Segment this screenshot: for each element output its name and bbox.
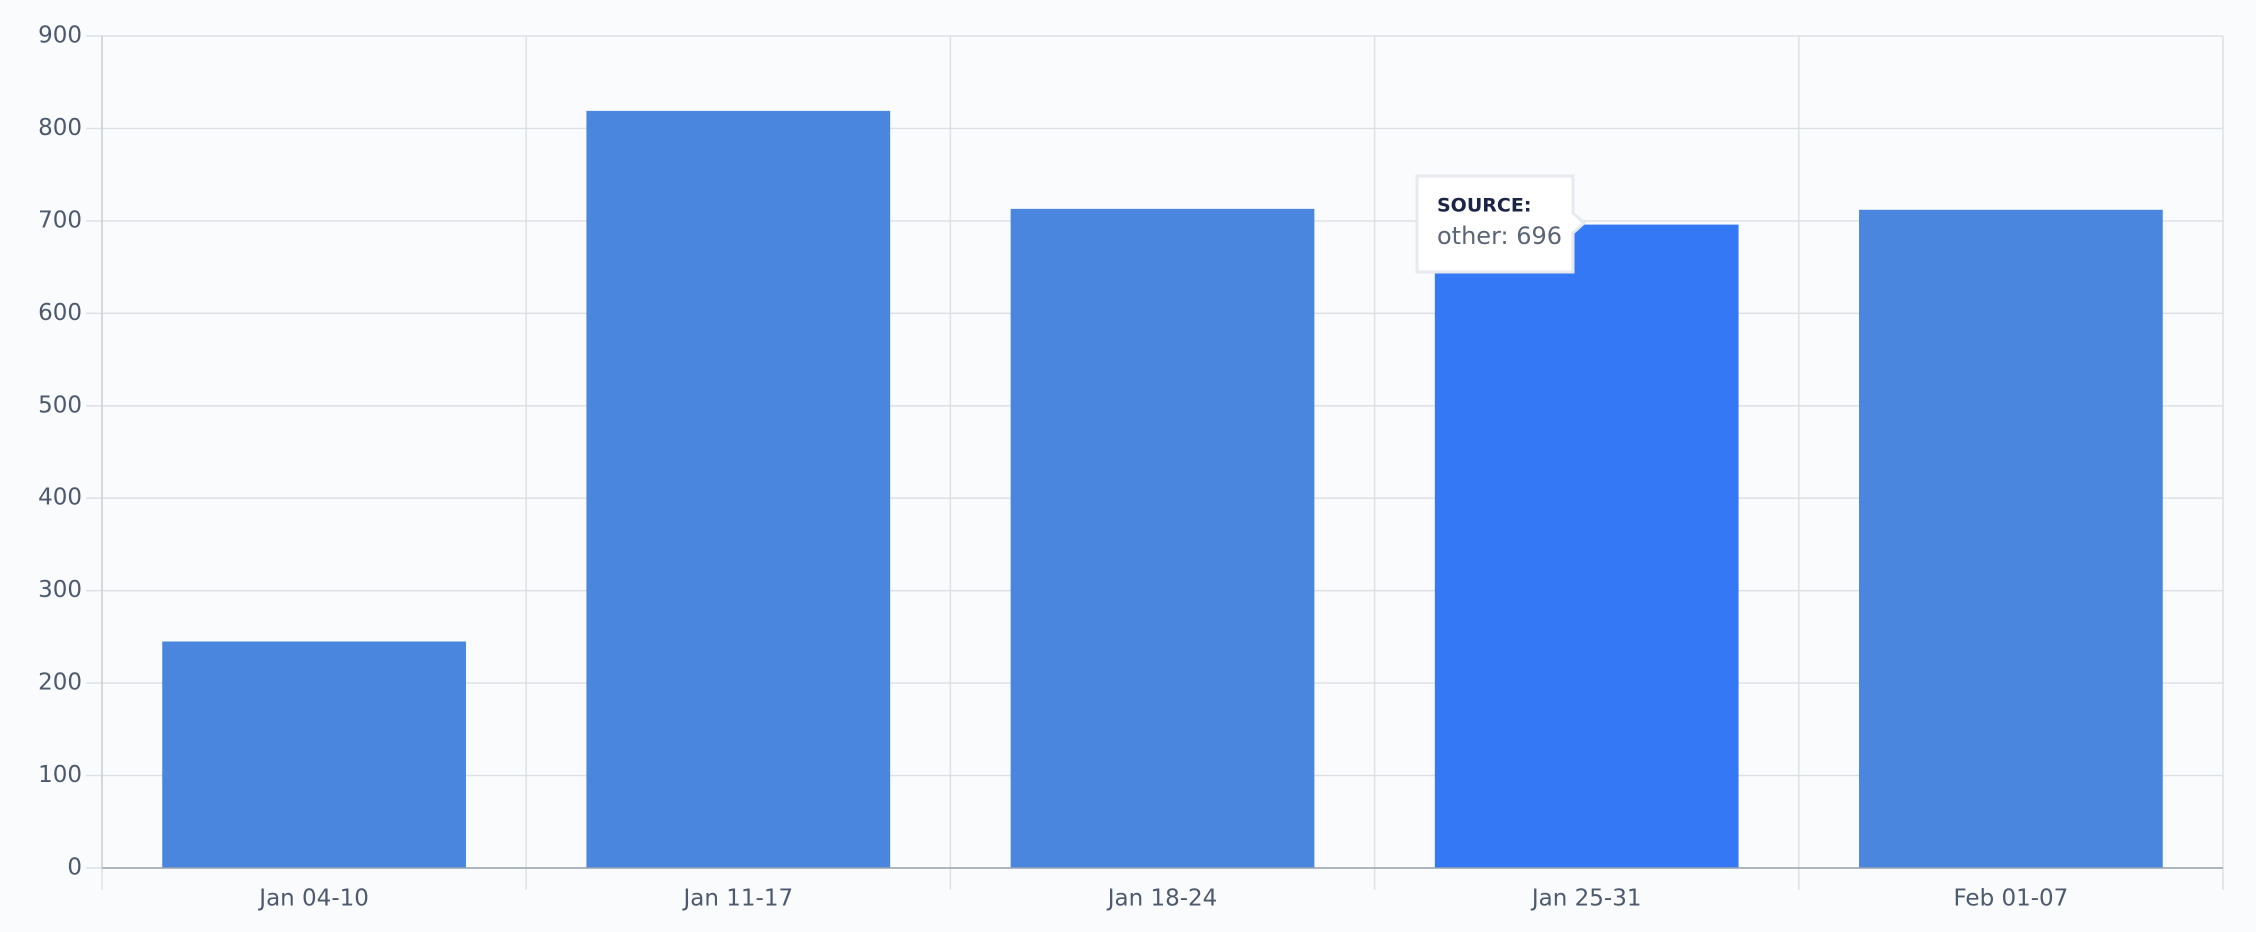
tooltip-box	[1415, 174, 1587, 274]
y-tick-label: 400	[38, 485, 82, 511]
y-tick-label: 0	[67, 855, 82, 881]
bar	[162, 641, 466, 868]
y-tick-label: 500	[38, 392, 82, 418]
x-tick-label: Feb 01-07	[1953, 886, 2068, 912]
x-tick-label: Jan 25-31	[1530, 886, 1642, 912]
x-tick-label: Jan 18-24	[1106, 886, 1218, 912]
bar	[1010, 208, 1315, 869]
y-tick-label: 600	[38, 300, 82, 326]
tooltip: SOURCE: other: 696	[1415, 174, 1587, 274]
y-tick-label: 700	[38, 207, 82, 233]
y-tick-label: 100	[38, 762, 82, 788]
x-tick-label: Jan 04-10	[257, 886, 369, 912]
bar	[586, 110, 891, 868]
y-tick-label: 800	[38, 115, 82, 141]
tooltip-text: other: 696	[1437, 222, 1562, 250]
bar	[1434, 224, 1739, 868]
y-tick-label: 900	[38, 23, 82, 49]
y-tick-label: 200	[38, 670, 82, 696]
y-tick-label: 300	[38, 577, 82, 603]
bar	[1859, 209, 2163, 869]
tooltip-title: SOURCE:	[1437, 195, 1531, 217]
x-tick-label: Jan 11-17	[681, 886, 793, 912]
